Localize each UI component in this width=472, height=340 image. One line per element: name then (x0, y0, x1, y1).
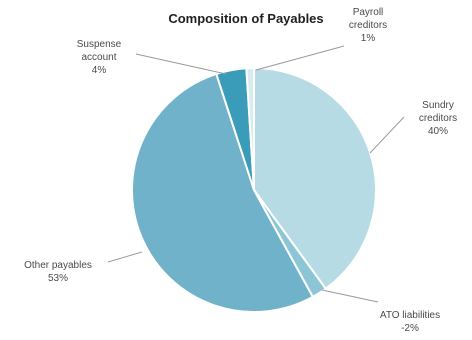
pie-slice-other-payables (130, 72, 315, 313)
pie-slice-payroll-creditors (245, 66, 255, 191)
leader-lines (107, 45, 405, 303)
slice-label: Suspense account 4% (77, 39, 122, 76)
slice-labels: Sundry creditors 40% ATO liabilities -2% Othe… (24, 7, 457, 334)
slice-label: Payroll creditors 1% (349, 7, 387, 44)
leader-line (369, 116, 405, 154)
slice-label: Sundry creditors 40% (419, 100, 457, 137)
leader-line (255, 45, 345, 71)
leader-line (135, 53, 227, 75)
slice-label: Other payables 53% (24, 260, 92, 284)
leader-line (107, 251, 143, 263)
pie-slices (130, 66, 377, 313)
slice-label: ATO liabilities -2% (380, 310, 440, 334)
leader-line (321, 289, 379, 303)
chart-title: Composition of Payables (168, 11, 323, 26)
